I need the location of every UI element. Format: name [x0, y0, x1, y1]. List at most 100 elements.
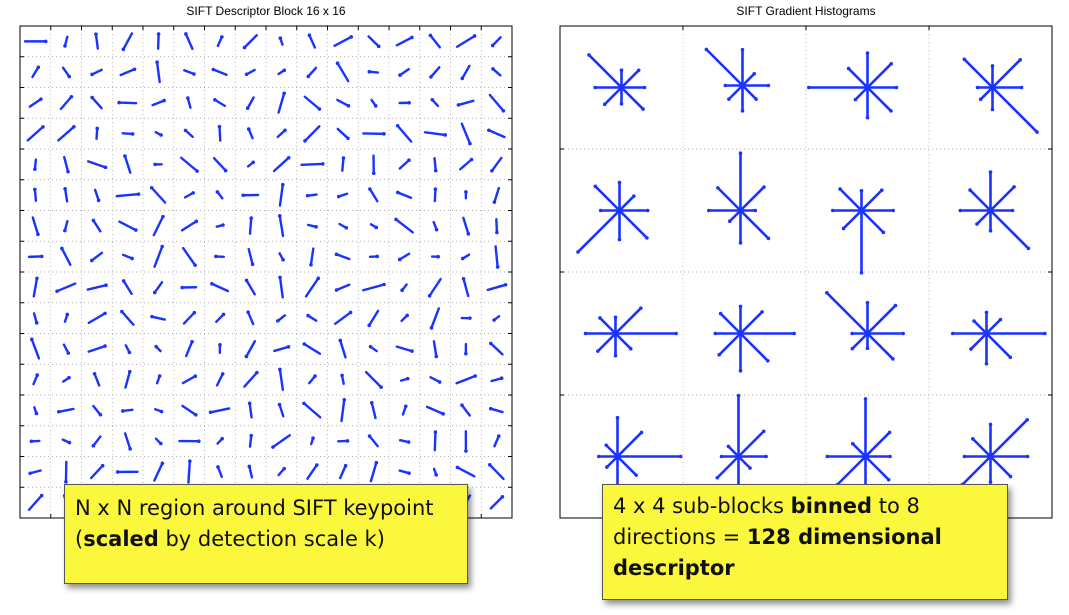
gradient-arrow-head — [490, 43, 495, 48]
gradient-arrow-head — [130, 132, 135, 136]
gradient-arrow — [335, 253, 351, 261]
gradient-arrow-head — [184, 32, 188, 36]
histogram-bin-line — [576, 209, 621, 254]
gradient-arrow-head — [302, 401, 306, 406]
gradient-arrow-head — [368, 187, 372, 191]
gradient-arrow-head — [491, 67, 495, 71]
gradient-arrow — [57, 125, 76, 142]
gradient-arrow-head — [67, 440, 72, 445]
gradient-arrow-head — [348, 310, 353, 315]
gradient-arrow-head — [282, 91, 286, 96]
histogram-bin-tip — [754, 97, 758, 101]
gradient-arrow-head — [395, 123, 400, 128]
gradient-arrow — [362, 283, 386, 292]
gradient-arrow-head — [120, 309, 124, 314]
gradient-arrow-head — [55, 289, 59, 293]
gradient-arrow-head — [121, 47, 126, 52]
gradient-arrow-head — [246, 310, 250, 314]
gradient-arrow-head — [345, 439, 350, 443]
gradient-arrow-head — [434, 227, 439, 232]
gradient-arrow-head — [488, 406, 493, 411]
histogram-bin-line — [991, 58, 1022, 89]
gradient-arrow-head — [473, 374, 477, 378]
gradient-arrow-head — [316, 276, 321, 281]
gradient-arrow-head — [314, 463, 319, 467]
gradient-arrow — [394, 218, 414, 234]
gradient-arrow-head — [406, 440, 411, 444]
gradient-arrow-head — [66, 351, 71, 355]
histogram-bin-tip — [988, 480, 993, 484]
gradient-arrow-head — [188, 459, 192, 463]
gradient-arrow — [31, 216, 40, 236]
gradient-arrow — [489, 407, 504, 414]
gradient-arrow — [336, 127, 350, 140]
left-note-open: ( — [75, 527, 84, 551]
gradient-arrow — [487, 129, 506, 139]
gradient-arrow-head — [160, 244, 164, 249]
histogram-bin-tip — [978, 97, 983, 102]
gradient-arrow — [340, 398, 346, 423]
histogram-bin-line — [864, 455, 890, 481]
histogram-bin-line — [741, 72, 756, 87]
gradient-arrow-head — [501, 108, 506, 113]
histogram-bin-tip — [894, 85, 899, 90]
gradient-arrow-head — [217, 124, 222, 129]
gradient-arrow-head — [90, 95, 94, 100]
gradient-arrow-head — [468, 141, 472, 146]
histogram-bin-line — [717, 332, 742, 357]
gradient-arrow-head — [193, 374, 198, 379]
gradient-arrow-head — [278, 36, 283, 40]
gradient-arrow — [367, 35, 380, 48]
gradient-arrow — [457, 99, 475, 107]
gradient-arrow-head — [374, 460, 379, 465]
gradient-arrow — [153, 245, 164, 268]
histogram-bin-line — [851, 442, 867, 458]
gradient-arrow — [459, 158, 473, 171]
gradient-arrow — [395, 36, 414, 47]
gradient-arrow — [218, 125, 222, 142]
gradient-arrow-head — [159, 133, 163, 137]
histogram-bin-line — [620, 68, 641, 89]
histogram-bin-tip — [605, 465, 609, 469]
gradient-arrow-head — [368, 344, 373, 349]
gradient-arrow-head — [132, 67, 137, 72]
gradient-arrow-head — [461, 276, 466, 281]
gradient-arrow-head — [410, 35, 414, 40]
gradient-arrow — [398, 252, 411, 261]
gradient-arrow-head — [468, 316, 472, 320]
gradient-arrow-head — [35, 373, 40, 377]
histogram-bin-tip — [880, 188, 884, 192]
histogram-bin-tip — [889, 61, 894, 66]
gradient-arrow-head — [334, 288, 339, 292]
gradient-arrow-head — [29, 439, 34, 444]
histogram-bin-tip — [962, 454, 967, 459]
gradient-arrow-head — [153, 162, 157, 167]
histogram-bin-tip — [576, 250, 580, 254]
gradient-arrow-head — [117, 100, 121, 105]
histogram-bin-line — [616, 431, 643, 458]
gradient-arrow — [278, 214, 285, 238]
gradient-arrow-head — [464, 190, 468, 194]
gradient-arrow-head — [309, 262, 313, 267]
gradient-arrow-head — [216, 465, 220, 469]
gradient-arrow — [486, 283, 507, 292]
histogram-bin-tip — [716, 186, 720, 190]
gradient-arrow — [455, 34, 476, 48]
gradient-arrow-head — [192, 72, 196, 76]
gradient-arrow — [33, 188, 38, 202]
gradient-arrow-head — [282, 466, 287, 471]
gradient-arrow — [462, 216, 470, 236]
gradient-arrow-head — [194, 219, 199, 224]
gradient-arrow-head — [305, 193, 310, 198]
histogram-bin-tip — [736, 393, 741, 398]
gradient-arrow — [277, 92, 286, 114]
gradient-arrow-head — [241, 193, 245, 198]
histogram-bin-tip — [881, 230, 886, 235]
gradient-arrow — [461, 64, 471, 80]
gradient-arrow — [60, 247, 72, 266]
gradient-arrow — [92, 435, 102, 447]
gradient-arrow-head — [250, 262, 255, 267]
histogram-bin-tip — [604, 443, 609, 448]
histogram-bin-tip — [863, 397, 868, 401]
